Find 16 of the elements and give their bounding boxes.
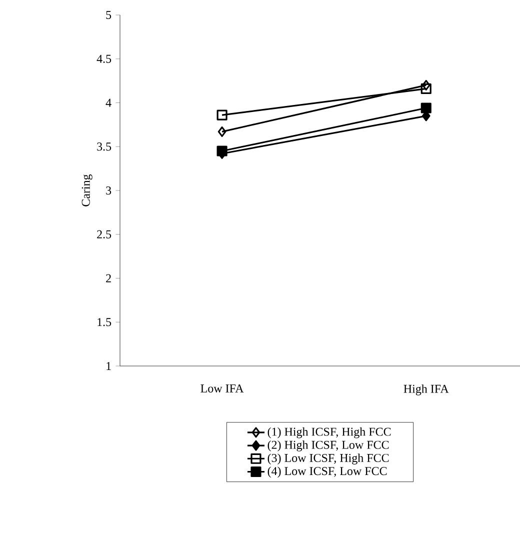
legend-label: (2) High ICSF, Low FCC xyxy=(268,440,389,452)
y-tick-label: 3 xyxy=(106,186,112,195)
legend-label: (3) Low ICSF, High FCC xyxy=(268,454,389,464)
y-tick-label: 1 xyxy=(106,362,111,370)
y-tick-label: 5 xyxy=(106,11,112,19)
y-tick-label: 3.5 xyxy=(97,142,112,151)
x-tick-label: High IFA xyxy=(404,384,449,396)
x-tick-label: Low IFA xyxy=(200,384,244,392)
y-tick-label: 4 xyxy=(106,98,112,107)
y-axis-title: Caring xyxy=(82,174,92,206)
y-tick-label: 2 xyxy=(106,274,111,282)
legend-label: (1) High ICSF, High FCC xyxy=(268,427,391,438)
y-tick-label: 1.5 xyxy=(98,318,112,326)
legend-label: (4) Low ICSF, Low FCC xyxy=(268,466,387,478)
y-tick-label: 4.5 xyxy=(96,54,112,63)
y-tick-label: 2.5 xyxy=(97,230,112,238)
